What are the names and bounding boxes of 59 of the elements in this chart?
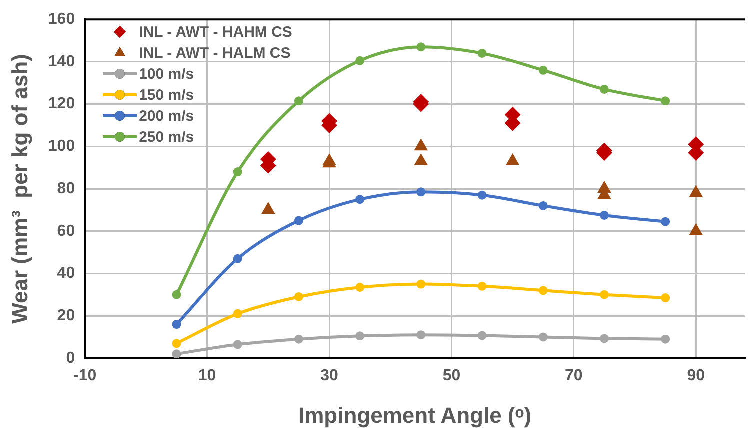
point <box>478 48 487 58</box>
point <box>356 332 365 341</box>
point <box>233 309 242 318</box>
point <box>600 334 609 344</box>
x-tick-label: 50 <box>442 367 461 384</box>
legend-label: 150 m/s <box>139 86 194 104</box>
point <box>233 340 242 350</box>
point <box>294 96 304 106</box>
x-tick-label: 10 <box>198 367 216 384</box>
legend-label: INL - AWT - HALM CS <box>139 44 291 62</box>
y-axis-title: Wear (mm³ per kg of ash) <box>7 54 32 324</box>
x-tick-label: 30 <box>320 367 339 384</box>
x-tick-label: 70 <box>565 367 583 384</box>
point <box>478 331 487 340</box>
y-tick-label: 120 <box>48 96 76 113</box>
legend-label: 200 m/s <box>139 108 194 125</box>
y-tick-label: 160 <box>48 11 76 28</box>
point <box>172 350 182 358</box>
point <box>233 254 242 264</box>
point <box>294 334 304 344</box>
point <box>356 282 365 292</box>
y-tick-label: 0 <box>66 350 76 367</box>
legend-label: 250 m/s <box>139 128 194 146</box>
legend-label: 100 m/s <box>139 66 194 83</box>
x-tick-label: 90 <box>687 367 706 384</box>
point <box>538 286 548 296</box>
y-tick-label: 40 <box>57 265 76 282</box>
point <box>172 339 182 348</box>
x-tick-label: -10 <box>74 367 97 384</box>
point <box>416 280 426 289</box>
point <box>661 294 670 303</box>
point <box>600 210 609 220</box>
y-tick-label: 80 <box>57 180 76 198</box>
point <box>538 66 548 75</box>
y-tick-label: 60 <box>57 222 76 240</box>
point <box>294 292 304 302</box>
point <box>356 56 365 66</box>
point <box>478 282 487 291</box>
point <box>600 290 609 300</box>
point <box>538 201 548 210</box>
point <box>478 190 487 200</box>
y-tick-label: 140 <box>48 53 76 70</box>
point <box>661 96 670 106</box>
point <box>416 42 426 52</box>
x-axis-title: Impingement Angle (ᵒ) <box>298 402 532 428</box>
point <box>172 320 182 330</box>
point <box>538 332 548 342</box>
y-tick-label: 20 <box>57 307 76 324</box>
point <box>600 84 609 94</box>
y-tick-label: 100 <box>48 138 76 156</box>
point <box>172 290 182 300</box>
point <box>416 330 426 340</box>
point <box>661 217 670 226</box>
point <box>233 168 242 177</box>
point <box>294 216 304 226</box>
point <box>661 334 670 344</box>
point <box>356 195 365 204</box>
legend-label: INL - AWT - HAHM CS <box>139 24 292 41</box>
point <box>416 188 426 197</box>
